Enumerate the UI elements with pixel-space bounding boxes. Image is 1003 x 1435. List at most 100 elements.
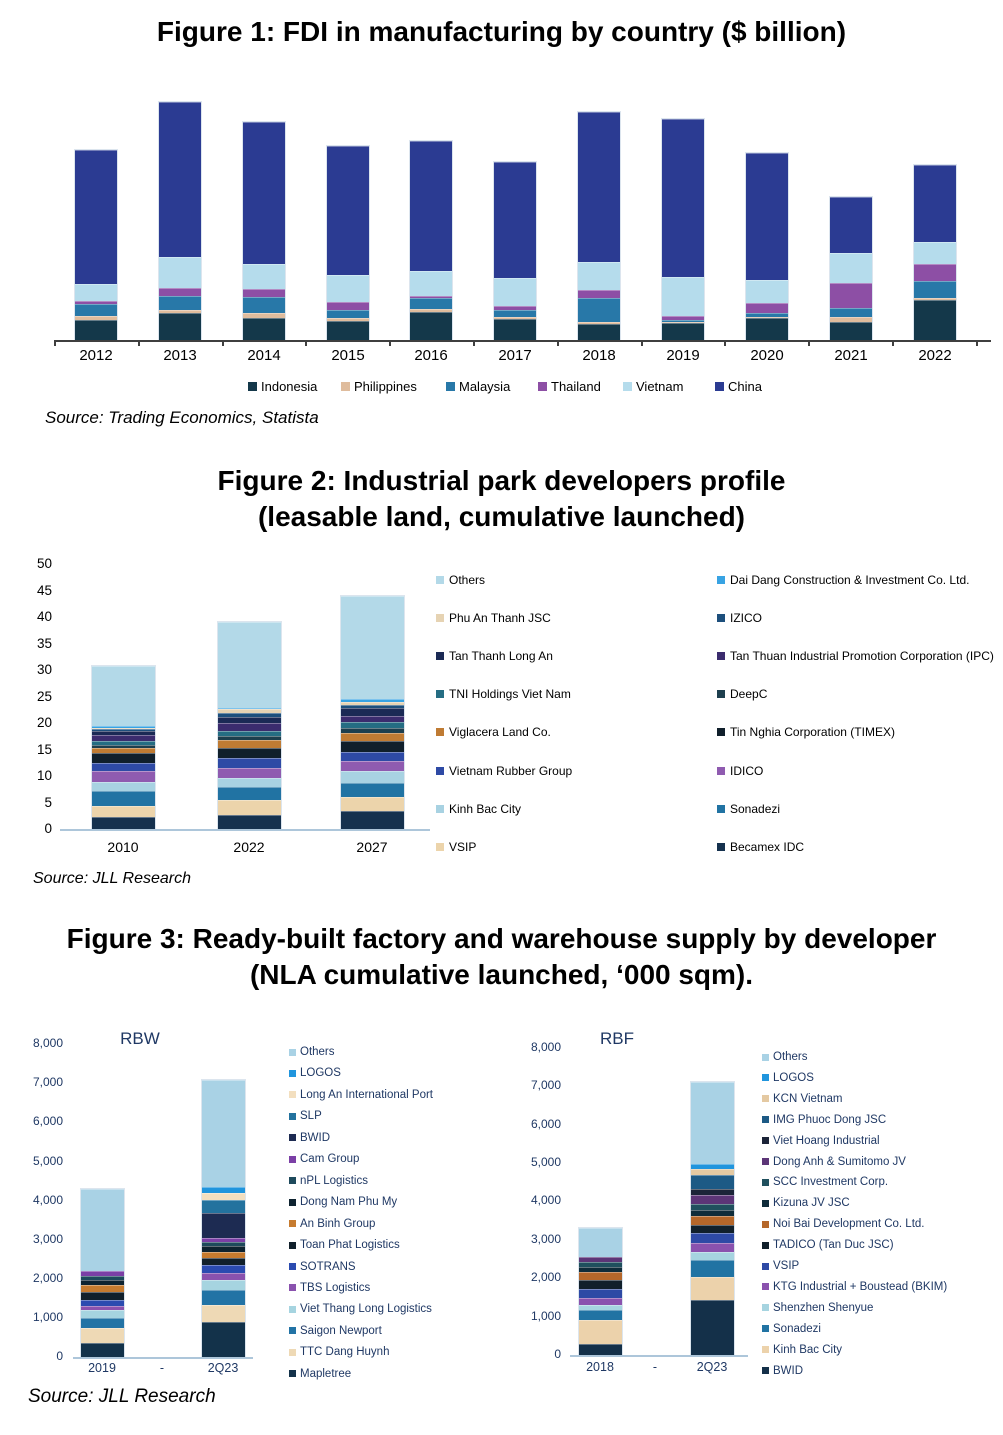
rbw-segment-npl-logistics <box>80 1276 124 1281</box>
rbw-y-tick-1-000: 1,000 <box>32 1309 63 1324</box>
fdi-segment-thailand <box>662 316 704 321</box>
fdi-segment-philippines <box>746 316 788 319</box>
ipd-y-tick-20: 20 <box>36 715 52 730</box>
fdi-segment-malaysia <box>746 312 788 317</box>
ipd-segment-others <box>91 665 155 727</box>
ipd-legend-label: Vietnam Rubber Group <box>449 763 573 778</box>
fdi-segment-philippines <box>578 321 620 324</box>
ipd-segment-viglacera-land-co <box>217 740 281 748</box>
rbf-legend-noi-bai-development-co-ltd: Noi Bai Development Co. Ltd. <box>762 1216 925 1232</box>
rbw-x-label-: - <box>159 1361 165 1375</box>
figure1-title: Figure 1: FDI in manufacturing by countr… <box>156 16 847 47</box>
rbw-segment-toan-phat-logistics <box>80 1292 124 1301</box>
fdi-bar-2016 <box>409 140 453 341</box>
ipd-legend-swatch-tan-thuan-industrial-promotion-corporation-ipc <box>717 652 725 661</box>
rbf-bar-2018 <box>577 1227 623 1356</box>
ipd-legend-izico: IZICO <box>717 610 762 626</box>
rbf-legend-label: Sonadezi <box>773 1322 821 1335</box>
rbf-legend-bwid: BWID <box>762 1363 803 1379</box>
rbw-legend-swatch-cam-group <box>289 1155 296 1163</box>
rbf-segment-others <box>578 1228 622 1257</box>
fdi-segment-indonesia <box>75 319 117 340</box>
rbw-legend-label: Dong Nam Phu My <box>300 1196 398 1209</box>
rbf-segment-viet-hoang-industrial <box>690 1188 734 1196</box>
fdi-segment-china <box>243 121 285 265</box>
ipd-legend-swatch-deepc <box>717 690 725 699</box>
fdi-segment-indonesia <box>914 299 956 340</box>
rbf-legend-swatch-sonadezi <box>762 1325 769 1333</box>
ipd-x-axis <box>60 829 430 831</box>
ipd-segment-deepc <box>217 735 281 741</box>
ipd-segment-sonadezi <box>91 791 155 807</box>
ipd-segment-kinh-bac-city <box>217 778 281 788</box>
ipd-bar-2022 <box>216 621 282 830</box>
fdi-legend-thailand: Thailand <box>538 378 601 394</box>
ipd-segment-becamex-idc <box>340 811 404 829</box>
ipd-segment-tni-holdings-viet-nam <box>340 722 404 729</box>
rbf-legend-label: VSIP <box>773 1260 800 1272</box>
fdi-segment-philippines <box>159 310 201 313</box>
rbf-legend-vsip: VSIP <box>762 1258 799 1274</box>
ipd-legend-label: Sonadezi <box>730 801 781 816</box>
fdi-legend-indonesia: Indonesia <box>248 378 317 394</box>
rbf-legend-swatch-scc-investment-corp <box>762 1178 769 1186</box>
ipd-legend-deepc: DeepC <box>717 686 767 702</box>
fdi-segment-malaysia <box>914 280 956 299</box>
fdi-segment-malaysia <box>159 295 201 311</box>
rbf-legend-swatch-others <box>762 1053 769 1061</box>
fdi-bar-2012 <box>74 149 118 341</box>
fdi-segment-malaysia <box>578 298 620 322</box>
rbw-y-tick-8-000: 8,000 <box>32 1036 63 1051</box>
fdi-segment-indonesia <box>159 312 201 340</box>
rbw-legend-label: TBS Logistics <box>300 1281 371 1294</box>
fdi-axis-tick <box>54 340 56 346</box>
fdi-x-label-2017: 2017 <box>498 347 532 364</box>
fdi-x-label-2013: 2013 <box>163 347 197 364</box>
rbf-segment-ktg-industrial-boustead-bkim <box>578 1298 622 1305</box>
fdi-legend-label: China <box>728 378 762 394</box>
fdi-segment-china <box>746 153 788 280</box>
fdi-axis-tick <box>640 340 643 346</box>
fdi-legend-swatch-vietnam <box>623 381 632 391</box>
rbf-legend-kcn-vietnam: KCN Vietnam <box>762 1091 842 1107</box>
rbf-segment-img-phuoc-dong-jsc <box>690 1175 734 1189</box>
rbw-segment-dong-nam-phu-my <box>201 1245 245 1252</box>
rbf-legend-shenzhen-shenyue: Shenzhen Shenyue <box>762 1300 873 1316</box>
rbw-legend-viet-thang-long-logistics: Viet Thang Long Logistics <box>289 1301 432 1317</box>
ipd-y-tick-5: 5 <box>44 794 52 810</box>
fdi-segment-malaysia <box>327 310 369 319</box>
rbw-segment-ttc-dang-huynh <box>201 1304 245 1322</box>
fdi-segment-vietnam <box>578 262 620 291</box>
rbw-legend-swatch-ttc-dang-huynh <box>289 1348 296 1356</box>
fdi-bar-2014 <box>242 120 286 341</box>
rbf-segment-noi-bai-development-co-ltd <box>690 1216 734 1225</box>
rbf-x-axis <box>570 1355 748 1357</box>
fdi-segment-indonesia <box>746 318 788 340</box>
ipd-legend-swatch-izico <box>717 614 725 623</box>
rbw-y-tick-0: 0 <box>56 1349 63 1363</box>
fdi-segment-thailand <box>914 264 956 281</box>
fdi-x-label-2021: 2021 <box>834 347 868 364</box>
ipd-segment-tin-nghia-corporation-timex <box>217 747 281 758</box>
rbw-segment-toan-phat-logistics <box>201 1258 245 1266</box>
ipd-segment-tin-nghia-corporation-timex <box>340 741 404 752</box>
fdi-segment-philippines <box>662 322 704 324</box>
rbw-segment-saigon-newport <box>201 1290 245 1305</box>
ipd-segment-tan-thanh-long-an <box>217 716 281 724</box>
ipd-segment-viglacera-land-co <box>340 733 404 742</box>
fdi-segment-malaysia <box>830 308 872 317</box>
fdi-segment-indonesia <box>410 311 452 340</box>
ipd-segment-tni-holdings-viet-nam <box>91 740 155 746</box>
ipd-legend-swatch-vietnam-rubber-group <box>436 766 444 775</box>
ipd-legend-label: DeepC <box>730 687 768 702</box>
ipd-legend-vsip: VSIP <box>436 839 476 855</box>
figure1-source: Source: Trading Economics, Statista <box>45 408 319 427</box>
ipd-legend-swatch-vsip <box>436 842 444 851</box>
ipd-legend-swatch-dai-dang-construction-investment-co-ltd <box>717 576 725 584</box>
ipd-legend-label: Phu An Thanh JSC <box>449 611 551 626</box>
rbf-legend-label: Viet Hoang Industrial <box>773 1134 880 1147</box>
ipd-segment-izico <box>217 713 281 717</box>
fdi-legend-philippines: Philippines <box>341 378 417 394</box>
ipd-segment-kinh-bac-city <box>91 781 155 792</box>
rbw-segment-bwid <box>201 1213 245 1239</box>
